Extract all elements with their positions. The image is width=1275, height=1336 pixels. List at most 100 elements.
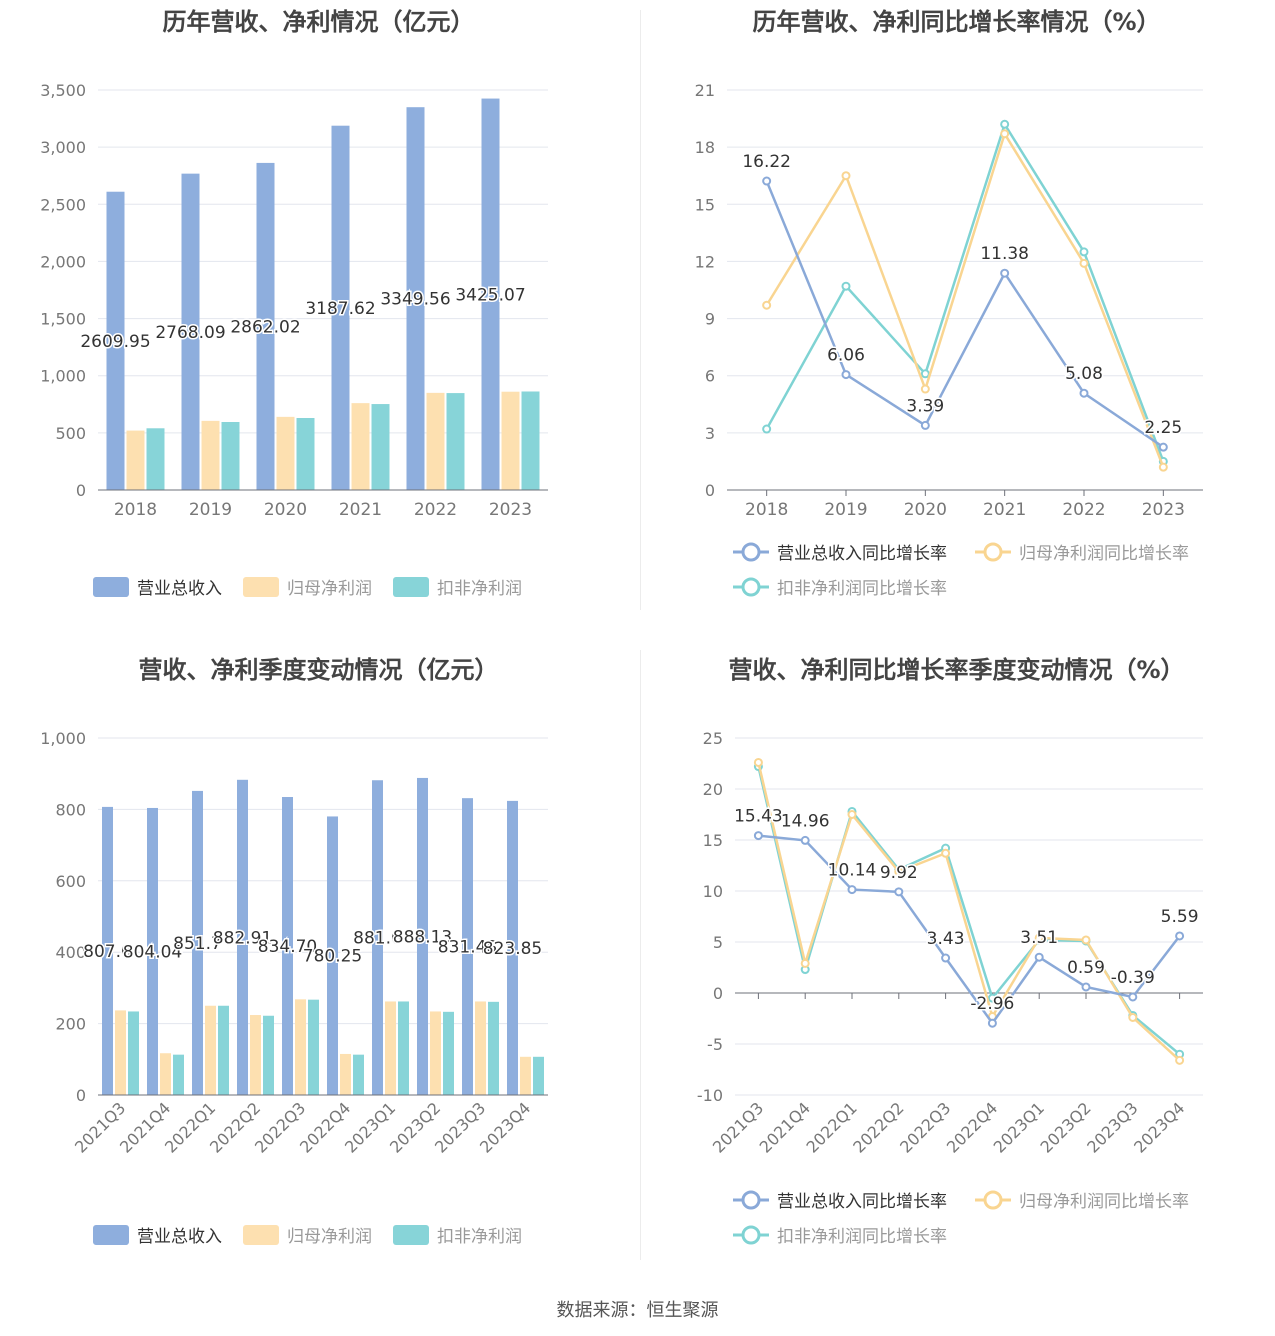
data-point bbox=[920, 384, 930, 394]
legend-marker bbox=[741, 542, 761, 562]
bar-deducted-profit bbox=[221, 422, 240, 490]
bar-revenue bbox=[462, 798, 473, 1095]
x-tick-label: 2023Q4 bbox=[1130, 1098, 1188, 1156]
bar-value-label: 823.85 bbox=[483, 939, 542, 959]
bar-value-label: 834.70 bbox=[258, 937, 317, 957]
data-point bbox=[1034, 933, 1044, 943]
bar-deducted-profit bbox=[443, 1011, 454, 1095]
data-point bbox=[1081, 935, 1091, 945]
data-point bbox=[894, 867, 904, 877]
chart-title: 历年营收、净利情况（亿元） bbox=[162, 8, 475, 36]
legend-label: 扣非净利润 bbox=[437, 1227, 522, 1247]
data-point bbox=[894, 887, 904, 897]
y-tick-label: 12 bbox=[695, 252, 715, 271]
bar-revenue bbox=[256, 162, 275, 491]
data-point bbox=[1081, 982, 1091, 992]
bar-revenue bbox=[406, 107, 425, 490]
bar-deducted-profit bbox=[353, 1054, 364, 1095]
bar-net-profit bbox=[115, 1010, 126, 1095]
divider bbox=[640, 10, 641, 610]
x-tick-label: 2023Q4 bbox=[476, 1098, 534, 1156]
data-point bbox=[841, 281, 851, 291]
bar-revenue bbox=[106, 191, 125, 490]
y-tick-label: 3,000 bbox=[40, 138, 86, 157]
x-tick-label: 2018 bbox=[745, 500, 788, 520]
legend-label: 营业总收入同比增长率 bbox=[777, 1192, 947, 1212]
y-tick-label: 20 bbox=[703, 780, 723, 799]
y-tick-label: 2,000 bbox=[40, 252, 86, 271]
y-tick-label: 600 bbox=[55, 872, 86, 891]
bar-deducted-profit bbox=[446, 393, 465, 490]
point-value-label: 9.92 bbox=[880, 863, 918, 883]
bar-deducted-profit bbox=[263, 1015, 274, 1095]
data-point bbox=[987, 1018, 997, 1028]
x-tick-label: 2021 bbox=[983, 500, 1026, 520]
series-line-revenue bbox=[765, 180, 1165, 449]
x-tick-label: 2021Q4 bbox=[756, 1098, 814, 1156]
bar-net-profit bbox=[160, 1053, 171, 1095]
bar-value-label: 780.25 bbox=[303, 947, 362, 967]
bar-deducted-profit bbox=[398, 1001, 409, 1095]
y-tick-label: 3,500 bbox=[40, 81, 86, 100]
legend-marker bbox=[741, 1190, 761, 1210]
data-point bbox=[847, 810, 857, 819]
y-tick-label: 200 bbox=[55, 1015, 86, 1034]
bar-revenue bbox=[417, 777, 428, 1095]
y-tick-label: 6 bbox=[705, 367, 715, 386]
point-value-label: 15.43 bbox=[734, 807, 783, 827]
y-tick-label: 500 bbox=[55, 424, 86, 443]
bar-revenue bbox=[327, 816, 338, 1095]
data-point bbox=[1175, 931, 1185, 941]
y-tick-label: 15 bbox=[703, 831, 723, 850]
data-point bbox=[1079, 247, 1089, 257]
bar-value-label: 881.6 bbox=[353, 929, 402, 949]
data-point bbox=[762, 300, 772, 310]
x-tick-label: 2022Q4 bbox=[943, 1098, 1001, 1156]
bar-net-profit bbox=[126, 430, 145, 490]
bar-value-label: 3425.07 bbox=[455, 285, 525, 305]
legend-swatch bbox=[243, 1225, 279, 1245]
chart-title: 营收、净利季度变动情况（亿元） bbox=[138, 656, 499, 684]
y-tick-label: 5 bbox=[713, 933, 723, 952]
quarterly-bar-chart-svg: 0 200 400 600 800 1,000 807.0804.04851.7882.91… bbox=[40, 729, 548, 1247]
y-tick-label: 25 bbox=[703, 729, 723, 748]
x-tick-label: 2023Q1 bbox=[990, 1098, 1048, 1156]
legend-label: 营业总收入 bbox=[137, 1227, 222, 1247]
data-point bbox=[841, 370, 851, 380]
series-line-net-profit bbox=[757, 762, 1181, 1062]
y-tick-label: -5 bbox=[707, 1035, 723, 1054]
data-point bbox=[800, 958, 810, 968]
x-tick-label: 2023Q2 bbox=[1036, 1098, 1094, 1156]
legend-label: 扣非净利润同比增长率 bbox=[777, 1227, 947, 1247]
bar-net-profit bbox=[205, 1005, 216, 1095]
data-point bbox=[1034, 952, 1044, 962]
bar-revenue bbox=[282, 797, 293, 1095]
legend-label: 归母净利润 bbox=[287, 579, 372, 599]
x-tick-label: 2023 bbox=[1142, 500, 1185, 520]
bar-net-profit bbox=[276, 416, 295, 490]
y-tick-label: 3 bbox=[705, 424, 715, 443]
chart-title: 营收、净利同比增长率季度变动情况（%） bbox=[728, 656, 1185, 684]
bar-value-label: 3349.56 bbox=[380, 290, 450, 310]
series-line-revenue bbox=[758, 834, 1181, 1026]
y-tick-label: 1,000 bbox=[40, 729, 86, 748]
data-point bbox=[941, 848, 951, 858]
bar-revenue bbox=[372, 780, 383, 1095]
bar-value-label: 3187.62 bbox=[305, 299, 375, 319]
legend-swatch bbox=[243, 577, 279, 597]
x-tick-label: 2022Q1 bbox=[802, 1098, 860, 1156]
bar-value-label: 851.7 bbox=[173, 934, 222, 954]
bar-revenue bbox=[147, 807, 158, 1095]
legend-swatch bbox=[393, 577, 429, 597]
data-point bbox=[1000, 119, 1010, 129]
point-value-label: -0.39 bbox=[1111, 968, 1155, 988]
bar-net-profit bbox=[201, 420, 220, 490]
x-tick-label: 2020 bbox=[264, 500, 307, 520]
data-point bbox=[1158, 462, 1168, 472]
bar-deducted-profit bbox=[488, 1001, 499, 1095]
data-point bbox=[1000, 268, 1010, 278]
y-tick-label: 0 bbox=[76, 1086, 86, 1105]
series-line-deducted-profit bbox=[765, 121, 1165, 462]
bar-net-profit bbox=[430, 1011, 441, 1095]
legend-swatch bbox=[393, 1225, 429, 1245]
